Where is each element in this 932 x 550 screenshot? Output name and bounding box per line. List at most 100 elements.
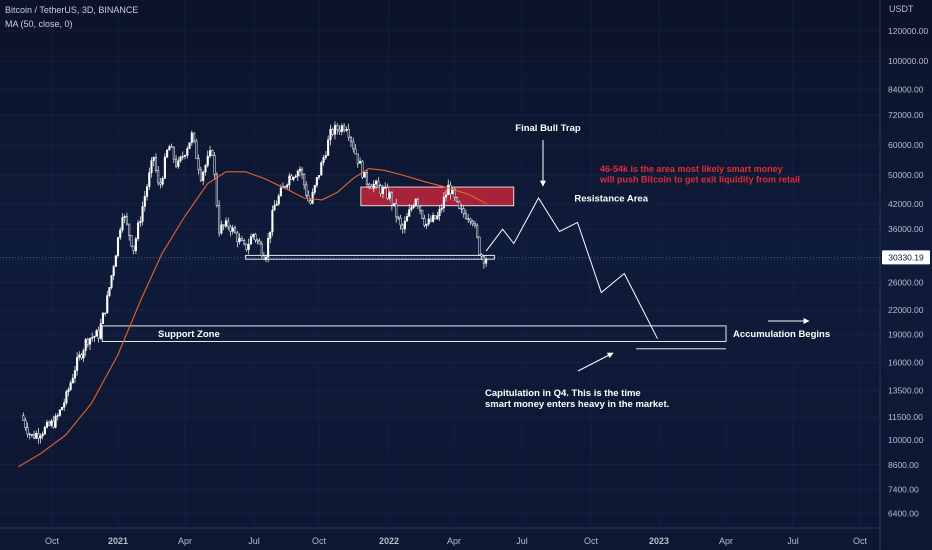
candle-body xyxy=(152,156,155,161)
candle-body xyxy=(145,186,149,197)
smart-money-note: 46-54k is the area most likely smart mon… xyxy=(600,164,783,174)
candle-body xyxy=(134,238,137,252)
candle-body xyxy=(154,156,158,171)
candle-body xyxy=(275,203,278,206)
y-tick-label: 8600.00 xyxy=(888,460,919,470)
candle-body xyxy=(168,146,171,151)
y-tick-label: 22000.00 xyxy=(888,305,924,315)
candle-body xyxy=(401,224,404,230)
candle-body xyxy=(449,184,452,195)
x-tick-label: Jul xyxy=(516,536,528,546)
candle-body xyxy=(476,224,479,238)
candle-body xyxy=(480,254,483,257)
last-price-tag xyxy=(882,250,930,265)
candle-body xyxy=(333,125,337,135)
candle-body xyxy=(114,255,117,267)
candle-body xyxy=(84,339,87,351)
candle-body xyxy=(45,421,49,428)
candle-body xyxy=(208,150,212,157)
x-tick-label: Apr xyxy=(719,536,733,546)
candle-body xyxy=(76,357,79,371)
symbol-title: Bitcoin / TetherUS, 3D, BINANCE xyxy=(5,5,139,15)
candle-body xyxy=(313,185,316,193)
candle-body xyxy=(33,434,36,439)
candle-body xyxy=(322,157,325,163)
candle-body xyxy=(294,175,297,178)
candle-body xyxy=(215,174,218,206)
candle-body xyxy=(213,155,216,175)
candle-body xyxy=(50,420,53,426)
support-zone-label: Support Zone xyxy=(158,329,220,340)
x-tick-label: 2022 xyxy=(379,536,399,546)
candle-body xyxy=(363,172,366,178)
candle-body xyxy=(427,218,430,225)
y-tick-label: 36000.00 xyxy=(888,224,924,234)
x-tick-label: Jul xyxy=(248,536,260,546)
currency-label: USDT xyxy=(889,4,914,14)
candle-body xyxy=(172,146,175,160)
candle-body xyxy=(104,312,107,315)
candle-body xyxy=(236,232,239,243)
candle-body xyxy=(485,258,488,264)
candle-body xyxy=(273,205,276,211)
candle-body xyxy=(204,165,207,173)
candle-body xyxy=(148,172,151,188)
candle-body xyxy=(67,389,70,392)
candle-body xyxy=(399,217,402,226)
candle-body xyxy=(352,141,355,150)
candle-body xyxy=(345,129,348,131)
candle-body xyxy=(128,223,131,236)
candle-body xyxy=(279,187,282,197)
candle-body xyxy=(412,205,415,208)
candle-body xyxy=(54,415,57,428)
candle-body xyxy=(24,419,27,428)
candle-body xyxy=(132,245,135,252)
candle-body xyxy=(186,148,189,156)
candle-body xyxy=(190,132,193,143)
y-tick-label: 6400.00 xyxy=(888,508,919,518)
candle-body xyxy=(247,243,250,250)
candle-body xyxy=(315,177,318,186)
candle-body xyxy=(320,162,323,176)
candle-body xyxy=(432,215,435,222)
candle-body xyxy=(436,215,439,220)
candle-body xyxy=(112,266,115,276)
candle-body xyxy=(99,323,102,339)
candle-body xyxy=(462,208,465,214)
candle-body xyxy=(41,433,44,437)
indicator-legend: MA (50, close, 0) xyxy=(5,19,73,29)
candle-body xyxy=(254,233,257,241)
candle-body xyxy=(71,377,74,384)
candle-body xyxy=(224,220,227,227)
candle-body xyxy=(193,132,196,142)
candle-body xyxy=(39,435,42,439)
candle-body xyxy=(368,183,371,187)
candle-body xyxy=(63,402,66,408)
candle-body xyxy=(445,194,448,198)
candle-body xyxy=(327,139,330,156)
candle-body xyxy=(386,187,389,199)
candle-body xyxy=(329,128,332,141)
candle-body xyxy=(69,382,72,390)
candle-body xyxy=(347,129,350,138)
candle-body xyxy=(406,216,409,222)
candle-body xyxy=(137,222,140,239)
candle-body xyxy=(199,169,202,181)
x-tick-label: 2023 xyxy=(649,536,669,546)
candle-body xyxy=(419,205,422,211)
y-tick-label: 16000.00 xyxy=(888,358,924,368)
candle-body xyxy=(442,196,445,209)
candle-body xyxy=(464,213,468,220)
candle-body xyxy=(292,177,295,180)
candle-body xyxy=(26,427,29,435)
candle-body xyxy=(195,140,198,159)
y-tick-label: 19000.00 xyxy=(888,329,924,339)
candle-body xyxy=(116,237,120,256)
candle-body xyxy=(434,215,437,220)
candle-body xyxy=(361,160,364,178)
candle-body xyxy=(249,236,253,245)
candle-body xyxy=(211,150,214,156)
candle-body xyxy=(181,156,184,158)
smart-money-note: will push Bitcoin to get exit liquidity … xyxy=(599,175,800,185)
